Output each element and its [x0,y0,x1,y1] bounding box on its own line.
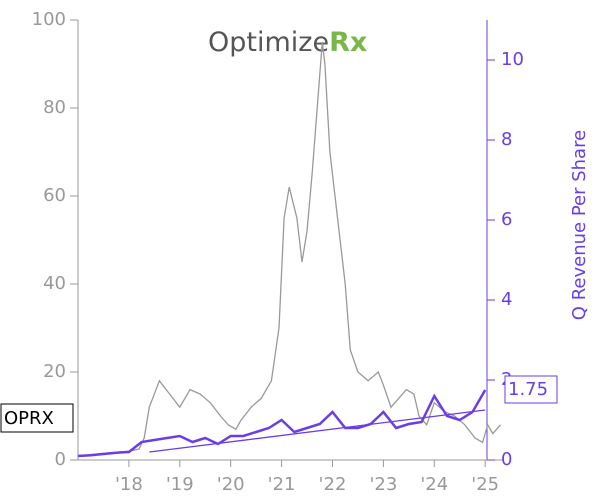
x-tick-label: '25 [471,474,499,495]
value-box [504,375,558,404]
y2-axis-label: Q Revenue Per Share [569,130,590,320]
y2-tick-label: 4 [501,289,512,310]
x-tick-label: '23 [369,474,397,495]
y2-tick-label: 0 [501,449,512,470]
series-line [80,41,501,457]
ticker-box [0,403,74,433]
logo-text: Optimize [208,27,329,58]
x-tick-label: '18 [115,474,143,495]
x-tick-label: '22 [319,474,347,495]
logo: OptimizeRx [208,27,367,58]
series-line [149,409,486,453]
logo-accent: Rx [329,27,367,58]
y-tick-label: 0 [55,449,66,470]
y-tick-label: 80 [43,97,66,118]
ticker: OPRX [4,408,54,429]
x-tick-label: '19 [166,474,194,495]
y2-tick-label: 10 [501,49,524,70]
y-tick-label: 40 [43,273,66,294]
y2-tick-label: 6 [501,209,512,230]
x-tick-label: '24 [420,474,448,495]
y-tick-label: 100 [32,9,66,30]
x-tick-label: '20 [217,474,245,495]
y-tick-label: 60 [43,185,66,206]
y2-tick-label: 8 [501,129,512,150]
value-label: 1.75 [508,379,548,400]
x-tick-label: '21 [268,474,296,495]
series-line [77,389,487,458]
y-tick-label: 20 [43,361,66,382]
